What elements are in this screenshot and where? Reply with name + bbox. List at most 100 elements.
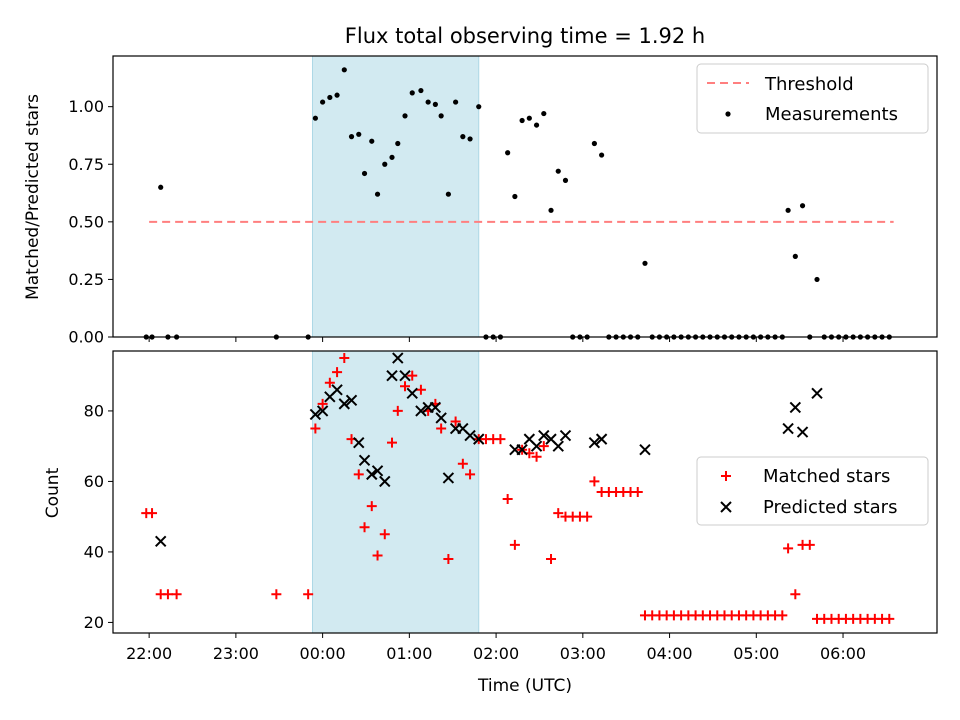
top-point — [348, 134, 355, 140]
top-point — [409, 90, 415, 96]
top-point — [334, 92, 340, 98]
bottom-point — [407, 370, 418, 381]
top-point — [467, 136, 473, 142]
bottom-point — [371, 465, 384, 477]
bottom-point — [884, 613, 895, 624]
bottom-point — [473, 433, 485, 445]
bottom-point — [271, 589, 282, 600]
top-point — [432, 101, 438, 107]
x-tick-label: 03:00 — [560, 644, 606, 663]
x-tick-label: 05:00 — [733, 644, 779, 663]
top-point — [642, 260, 648, 266]
bottom-point — [154, 535, 167, 548]
bottom-point — [359, 522, 370, 533]
bottom-point — [353, 469, 364, 480]
top-point — [526, 115, 532, 121]
bottom-y-axis-label: Count — [43, 467, 63, 518]
top-point — [418, 87, 424, 94]
bottom-point — [552, 440, 564, 452]
bottom-point — [588, 436, 601, 449]
legend-bottom-frame — [696, 456, 929, 526]
top-y-tick-label: 0.25 — [68, 270, 104, 289]
legend-matched-swatch — [721, 471, 731, 481]
bottom-point — [147, 508, 158, 519]
bottom-point — [415, 384, 426, 395]
top-point — [425, 99, 431, 105]
bottom-point — [435, 412, 447, 424]
bottom-point — [436, 423, 447, 434]
x-tick-label: 00:00 — [300, 644, 346, 663]
bottom-point — [450, 416, 461, 427]
top-point — [395, 140, 401, 147]
top-legend: Threshold Measurements — [696, 63, 929, 134]
top-y-tick-label: 0.75 — [68, 155, 104, 174]
top-point — [533, 122, 540, 128]
bottom-point — [366, 501, 377, 512]
x-tick-label: 02:00 — [473, 644, 519, 663]
x-tick-label: 04:00 — [647, 644, 693, 663]
bottom-y-tick-label: 20 — [84, 613, 104, 632]
x-tick-label: 01:00 — [386, 644, 432, 663]
top-point — [382, 161, 388, 167]
x-tick-label: 06:00 — [820, 644, 866, 663]
top-point — [312, 115, 318, 121]
bottom-point — [331, 384, 343, 396]
legend-predicted-label: Predicted stars — [763, 497, 897, 518]
top-point — [445, 191, 451, 197]
bottom-point — [442, 472, 455, 484]
bottom-y-tick-label: 60 — [84, 472, 104, 491]
top-y-tick-label: 0.00 — [68, 328, 104, 347]
bottom-point — [464, 429, 476, 442]
top-point — [374, 191, 381, 197]
bottom-plot-frame — [112, 350, 938, 634]
bottom-point — [465, 469, 476, 480]
bottom-point — [345, 394, 358, 407]
bottom-point — [392, 352, 404, 364]
bottom-point — [387, 437, 398, 448]
bottom-point — [589, 476, 600, 487]
top-point — [476, 104, 482, 110]
bottom-point — [332, 367, 343, 378]
bottom-point — [595, 433, 608, 445]
top-point — [512, 193, 518, 200]
legend-matched-label: Matched stars — [763, 466, 890, 487]
bottom-point — [531, 451, 542, 462]
top-point — [562, 177, 569, 183]
bottom-point — [495, 434, 506, 445]
bottom-shaded-span — [311, 350, 480, 634]
bottom-point — [379, 529, 390, 540]
legend-top-frame — [696, 63, 929, 134]
top-point — [792, 253, 798, 259]
bottom-point — [553, 508, 564, 519]
bottom-point — [502, 494, 513, 505]
bottom-point — [796, 426, 809, 438]
x-tick-label: 22:00 — [126, 644, 172, 663]
top-point — [814, 276, 820, 283]
top-point — [555, 168, 561, 174]
bottom-point — [310, 423, 321, 434]
bottom-point — [317, 398, 328, 409]
top-plot-frame — [112, 55, 938, 338]
top-point — [341, 67, 347, 73]
bottom-point — [406, 387, 418, 400]
bottom-series-plus — [141, 353, 895, 624]
top-point — [519, 117, 525, 124]
top-point — [541, 110, 547, 117]
top-point — [799, 203, 806, 209]
bottom-panel: 20 40 60 80 22:00 23:00 00:00 01:00 02:00 03:00 04… — [84, 350, 938, 663]
bottom-point — [171, 589, 182, 600]
legend-measurements-label: Measurements — [765, 104, 898, 125]
top-point — [361, 170, 368, 177]
bottom-series-x — [154, 352, 823, 548]
bottom-point — [162, 589, 173, 600]
top-point — [356, 131, 362, 137]
top-y-tick-label: 1.00 — [68, 97, 104, 116]
bottom-point — [372, 550, 383, 561]
x-tick-label: 23:00 — [213, 644, 259, 663]
top-point — [591, 140, 597, 147]
bottom-point — [400, 381, 411, 392]
top-y-tick-label: 0.50 — [68, 212, 104, 231]
top-point — [402, 113, 408, 119]
bottom-point — [338, 398, 351, 410]
